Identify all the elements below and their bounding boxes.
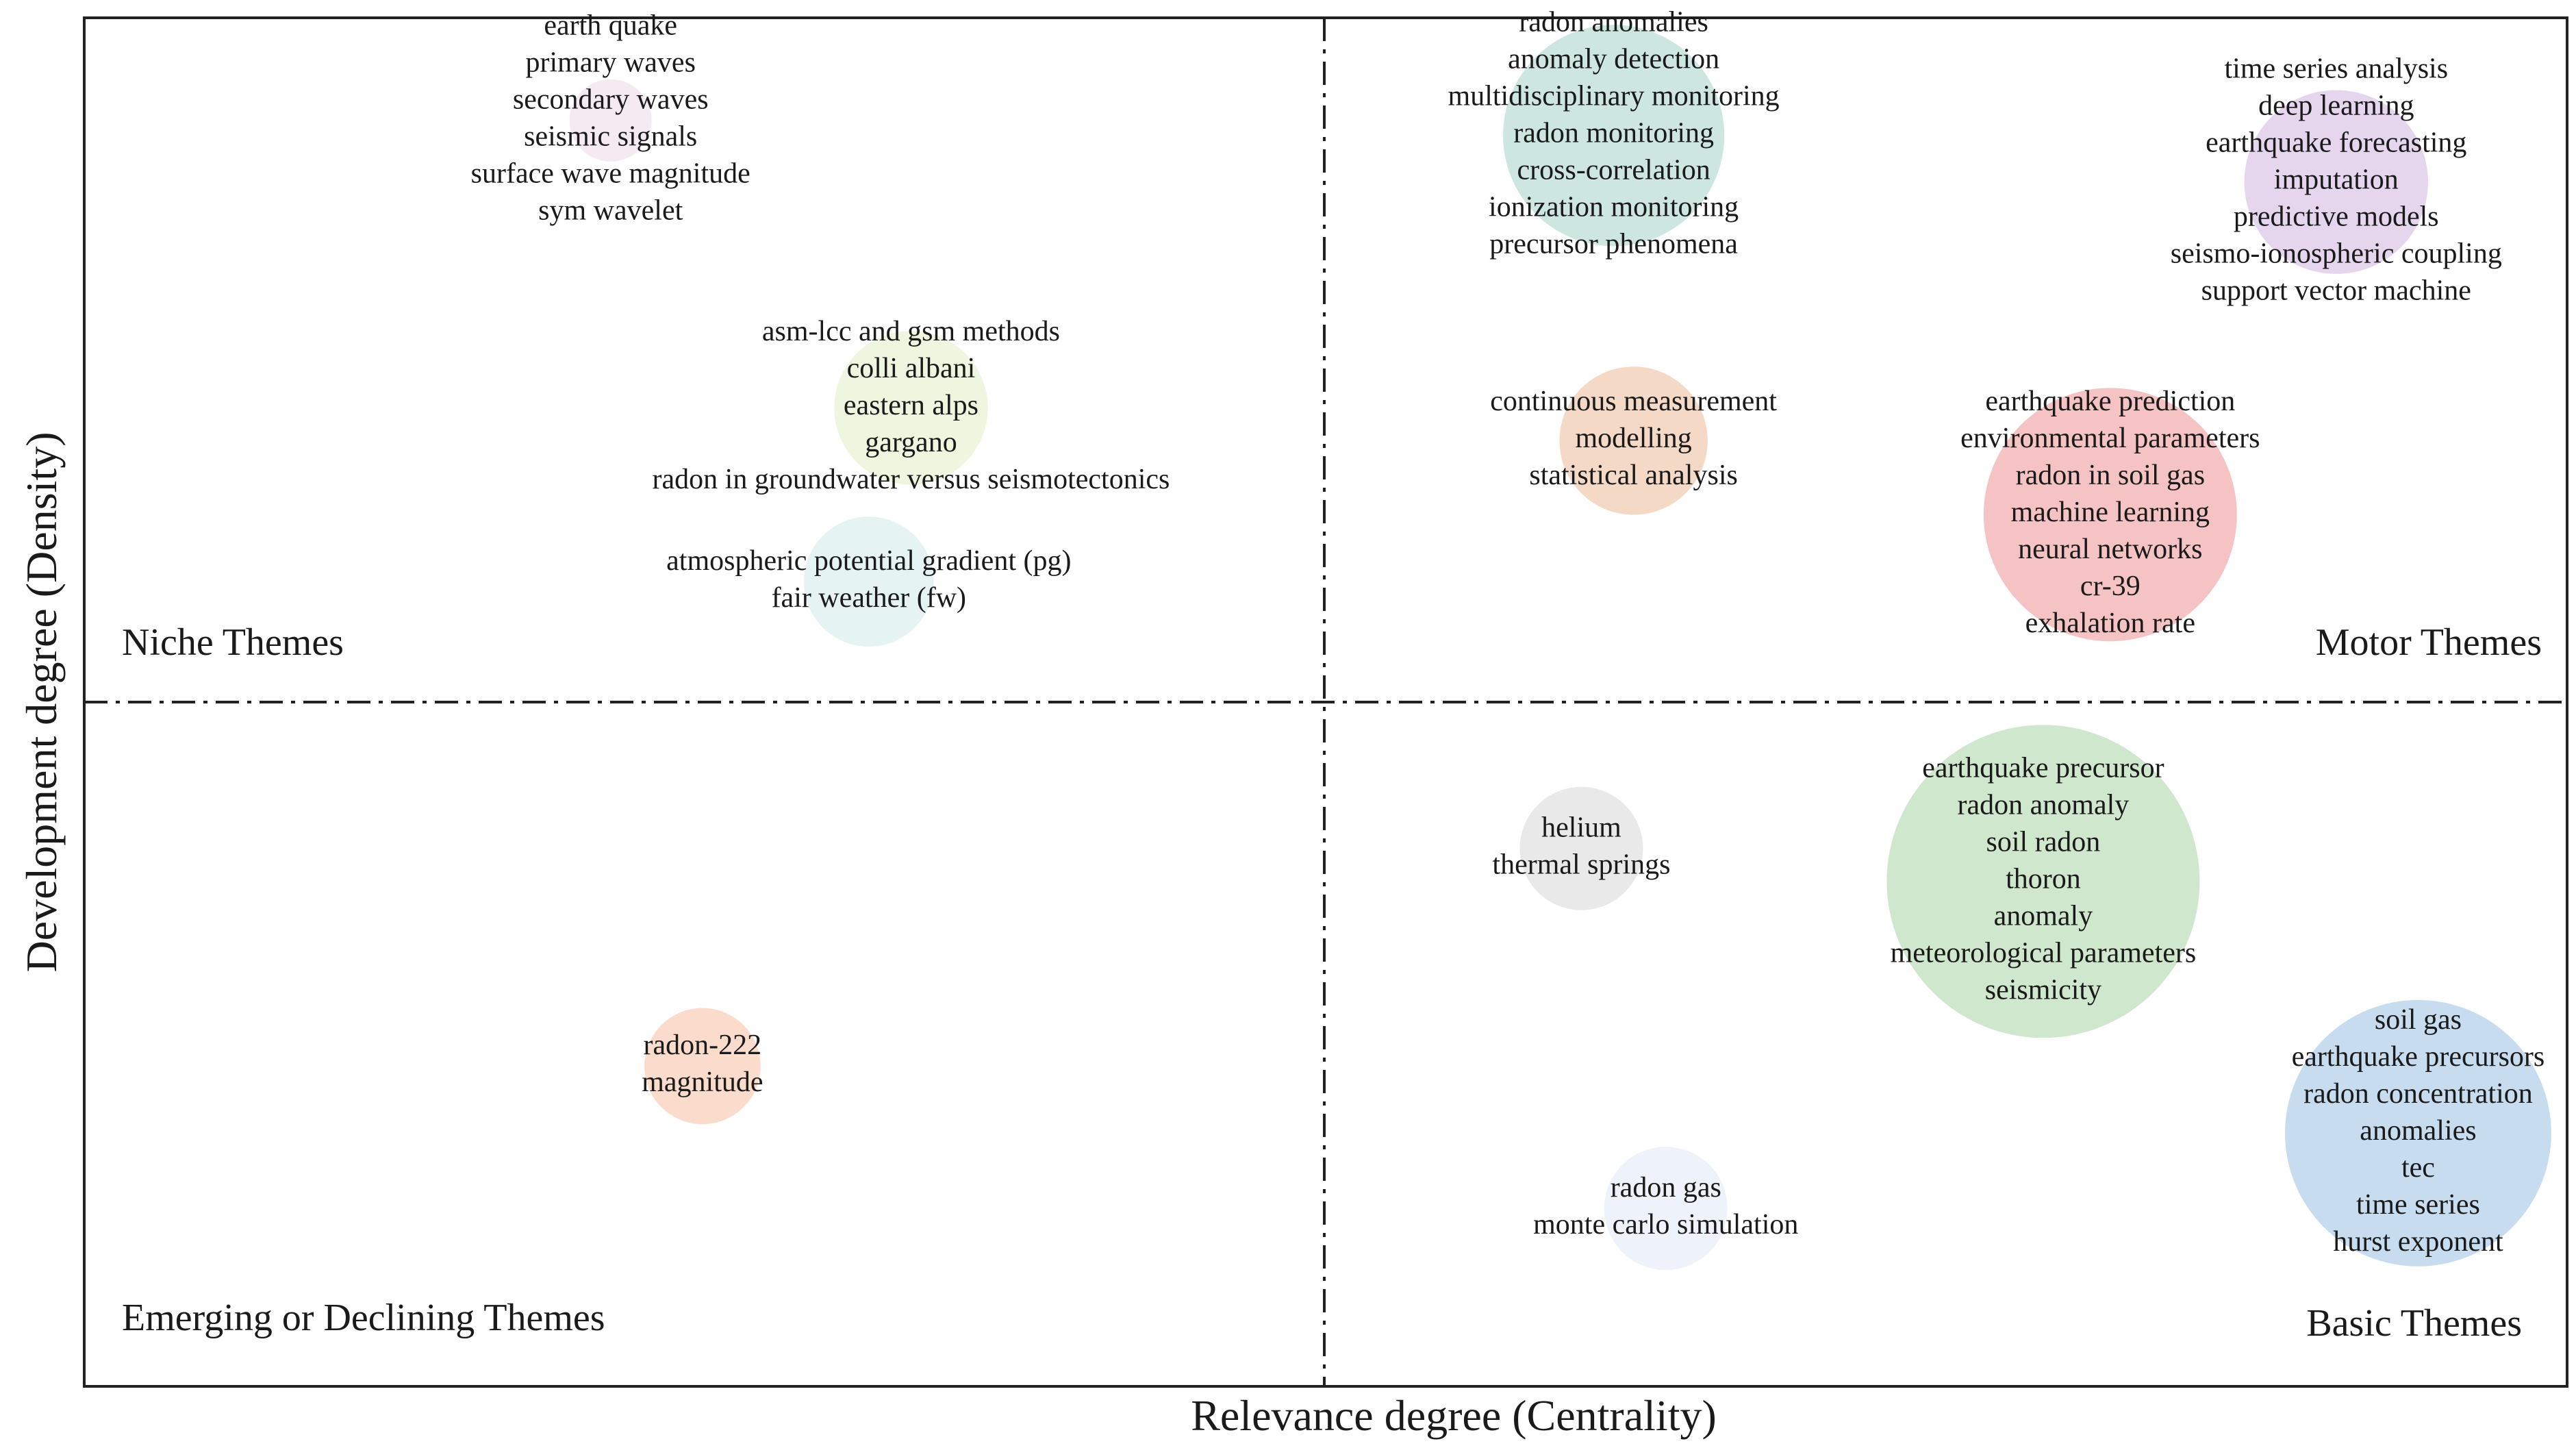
keyword-label: radon anomalies <box>1519 6 1708 38</box>
keyword-label: radon in groundwater versus seismotecton… <box>653 464 1170 495</box>
keyword-label: cr-39 <box>2080 571 2141 602</box>
cluster-bubble-soil-gas <box>2285 999 2551 1266</box>
cluster-bubble-precursor <box>1886 725 2200 1038</box>
keyword-label: soil radon <box>1986 826 2101 858</box>
keyword-label: anomalies <box>2360 1115 2476 1147</box>
keyword-label: radon gas <box>1611 1172 1721 1203</box>
keyword-label: multidisciplinary monitoring <box>1448 80 1780 112</box>
keyword-label: magnitude <box>642 1066 763 1098</box>
cluster-bubble-italy-sites <box>834 331 988 485</box>
keyword-label: statistical analysis <box>1529 460 1737 491</box>
keyword-label: eastern alps <box>844 390 978 421</box>
cluster-bubble-prediction <box>1983 388 2237 642</box>
keyword-label: neural networks <box>2018 534 2202 565</box>
keyword-label: radon in soil gas <box>2016 460 2205 491</box>
keyword-label: environmental parameters <box>1960 423 2260 454</box>
keyword-label: radon-222 <box>644 1029 762 1061</box>
keyword-label: helium <box>1541 812 1621 843</box>
keyword-label: seismic signals <box>524 121 697 152</box>
keyword-label: atmospheric potential gradient (pg) <box>666 545 1071 577</box>
keyword-label: gargano <box>865 427 957 458</box>
keyword-label: meteorological parameters <box>1891 937 2197 969</box>
keyword-label: earthquake forecasting <box>2206 127 2466 158</box>
keyword-label: support vector machine <box>2201 275 2471 306</box>
keyword-label: colli albani <box>847 353 976 384</box>
cluster-bubble-radon-gas <box>1604 1147 1728 1271</box>
cluster-bubble-atmospheric <box>803 516 934 647</box>
keyword-label: hurst exponent <box>2333 1226 2503 1258</box>
keyword-label: seismo-ionospheric coupling <box>2171 238 2502 269</box>
keyword-label: time series analysis <box>2224 53 2448 84</box>
x-axis-title: Relevance degree (Centrality) <box>1191 1391 1717 1440</box>
keyword-label: thoron <box>2006 863 2081 895</box>
keyword-label: secondary waves <box>513 84 709 115</box>
keyword-label: predictive models <box>2234 201 2439 232</box>
y-axis-title: Development degree (Density) <box>17 432 66 972</box>
quadrant-label-niche: Niche Themes <box>122 621 344 664</box>
keyword-label: imputation <box>2274 164 2399 195</box>
keyword-label: ionization monitoring <box>1489 191 1739 223</box>
keyword-label: time series <box>2356 1189 2480 1221</box>
keyword-label: precursor phenomena <box>1489 228 1738 260</box>
cluster-bubble-radon-222 <box>644 1008 761 1125</box>
cluster-bubble-seismic <box>569 79 652 162</box>
keyword-label: thermal springs <box>1492 849 1670 880</box>
keyword-label: machine learning <box>2011 497 2210 528</box>
keyword-label: fair weather (fw) <box>772 582 966 614</box>
cluster-bubble-continuous <box>1559 366 1708 515</box>
keyword-label: primary waves <box>526 47 696 78</box>
keyword-label: radon anomaly <box>1958 789 2130 821</box>
bubble-layer <box>569 25 2551 1271</box>
cluster-bubble-time-series <box>2244 90 2428 274</box>
keyword-label: earthquake precursors <box>2292 1041 2545 1073</box>
quadrant-label-basic: Basic Themes <box>2306 1302 2522 1345</box>
keyword-label: soil gas <box>2375 1004 2462 1036</box>
keyword-label: anomaly <box>1994 900 2093 932</box>
quadrant-label-motor: Motor Themes <box>2316 621 2542 664</box>
keyword-label: radon concentration <box>2303 1078 2533 1110</box>
keyword-label: exhalation rate <box>2025 608 2195 639</box>
keyword-label-layer: earth quake primary waves secondary waves s… <box>471 6 2545 1258</box>
keyword-label: modelling <box>1575 423 1691 454</box>
keyword-label: surface wave magnitude <box>471 158 750 189</box>
keyword-label: continuous measurement <box>1490 386 1777 417</box>
keyword-label: anomaly detection <box>1508 43 1719 75</box>
quadrant-label-emerging: Emerging or Declining Themes <box>122 1297 605 1339</box>
cluster-bubble-helium <box>1519 786 1643 910</box>
keyword-label: tec <box>2401 1152 2435 1184</box>
keyword-label: monte carlo simulation <box>1533 1209 1798 1240</box>
keyword-label: earth quake <box>544 10 677 41</box>
keyword-label: cross-correlation <box>1517 154 1710 186</box>
keyword-label: seismicity <box>1985 974 2101 1006</box>
keyword-label: radon monitoring <box>1513 117 1714 149</box>
keyword-label: sym wavelet <box>538 195 683 226</box>
cluster-bubble-radon-anomalies <box>1503 25 1725 247</box>
keyword-label: earthquake prediction <box>1985 386 2235 417</box>
keyword-label: deep learning <box>2258 90 2414 121</box>
keyword-label: asm-lcc and gsm methods <box>762 316 1060 347</box>
keyword-label: earthquake precursor <box>1922 752 2164 784</box>
